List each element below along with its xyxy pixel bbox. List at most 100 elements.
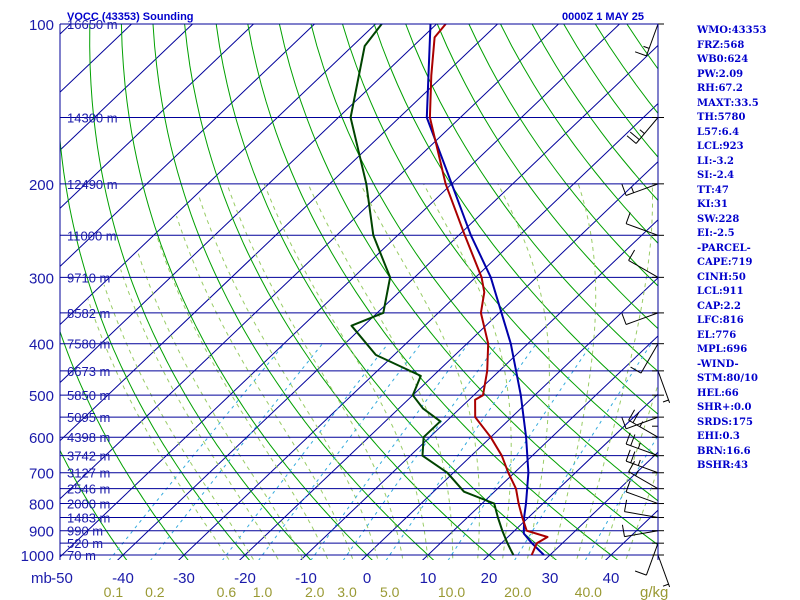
mixing-ratio-tick-label: 20.0	[504, 584, 531, 600]
pressure-tick-label: 600	[29, 430, 54, 447]
dry-adiabat-line	[60, 449, 128, 560]
temperature-tick-label: 0	[363, 570, 371, 587]
moist-adiabat-line	[176, 215, 354, 560]
height-level-label: 6673 m	[67, 364, 110, 379]
wind-barb-staff	[625, 460, 659, 474]
height-level-label: 3742 m	[67, 449, 110, 464]
pressure-tick-label: 800	[29, 497, 54, 514]
moist-adiabat-line	[576, 183, 653, 560]
isotherm-line	[60, 24, 499, 442]
wind-barb-flag	[630, 451, 636, 463]
wind-barb-staff	[628, 471, 659, 490]
index-mpl: MPL:696	[697, 344, 748, 355]
temperature-tick-label: -50	[51, 570, 73, 587]
wind-barb-flag	[632, 412, 640, 423]
index-cap: CAP:2.2	[697, 300, 741, 312]
index-l57: L57:6.4	[697, 126, 740, 138]
index-bshr: BSHR:43	[697, 460, 749, 471]
height-level-label: 70 m	[67, 548, 96, 563]
wind-barb-flag	[625, 432, 631, 445]
wind-barb-half-flag	[637, 442, 641, 449]
isotherm-line	[60, 24, 560, 500]
isotherm-line	[178, 102, 658, 560]
moist-adiabat-line	[600, 382, 658, 560]
mixing-ratio-unit-label: g/kg	[640, 584, 668, 600]
height-level-label: 2546 m	[67, 482, 110, 497]
index-el: EL:776	[697, 329, 737, 341]
wind-barb-staff	[645, 23, 659, 57]
index-cinh: CINH:50	[697, 271, 746, 283]
isotherm-line	[60, 24, 255, 210]
wind-barb-flag	[628, 409, 636, 421]
wind-barb-flag	[624, 499, 628, 512]
index-wmo: WMO:43353	[697, 25, 767, 36]
moist-adiabat-line	[120, 269, 280, 560]
moist-adiabat-line	[423, 183, 512, 560]
mixing-ratio-line	[342, 343, 498, 560]
temperature-trace	[428, 24, 549, 556]
wind-barb-staff	[624, 511, 659, 519]
height-level-label: 5095 m	[67, 410, 110, 425]
wind-barb-flag	[625, 212, 631, 224]
moist-adiabat-line	[307, 183, 454, 560]
isotherm-line	[361, 277, 658, 560]
wind-barb-half-flag	[643, 45, 650, 49]
wind-barb-flag	[621, 313, 627, 325]
isotherm-line	[483, 393, 658, 560]
wind-barb-half-flag	[639, 129, 645, 134]
wind-barb-flag	[634, 51, 647, 57]
wind-barb-staff	[625, 443, 659, 457]
isotherm-line	[117, 44, 658, 560]
profiles	[349, 24, 549, 556]
moist-adiabat-line	[263, 183, 429, 560]
wind-barb-staff	[625, 312, 659, 325]
wind-barb-staff	[635, 117, 659, 144]
temperature-tick-label: 30	[542, 570, 559, 587]
wind-barb-staff	[624, 530, 659, 538]
wind-barb-half-flag	[631, 186, 635, 193]
index-li: LI:-3.2	[697, 155, 734, 167]
isotherm-line	[239, 160, 658, 560]
mixing-ratio-line	[222, 343, 389, 560]
mixing-ratio-tick-label: 10.0	[438, 584, 465, 600]
moist-adiabat-line	[625, 468, 658, 560]
wind-barb-staff	[640, 343, 659, 374]
mixing-ratio-line	[447, 343, 593, 560]
pressure-tick-label: 300	[29, 270, 54, 287]
pressure-tick-label: 100	[29, 17, 54, 34]
temperature-tick-label: -30	[173, 570, 195, 587]
index-stm: STM:80/10	[697, 373, 758, 384]
index-pw: PW:2.09	[697, 68, 744, 80]
mixing-ratio-tick-label: 0.1	[104, 584, 124, 600]
wind-barb-flag	[630, 434, 636, 446]
wind-barb-flag	[621, 524, 625, 537]
dry-adiabat-line	[60, 330, 189, 560]
wind-barb-flag	[621, 184, 627, 196]
height-level-label: 990 m	[67, 524, 103, 539]
index-ei: EI:-2.5	[697, 228, 735, 239]
temperature-tick-label: 40	[603, 570, 620, 587]
wind-barb-staff	[628, 259, 659, 278]
pressure-tick-label: 500	[29, 388, 54, 405]
index-th: TH:5780	[697, 112, 746, 123]
temperature-tick-label: 20	[481, 570, 498, 587]
mixing-ratio-line	[385, 343, 537, 560]
height-level-label: 1483 m	[67, 511, 110, 526]
wind-barb-flag	[625, 449, 631, 462]
wind-barb-flag	[628, 249, 636, 261]
height-level-label: 8582 m	[67, 306, 110, 321]
index-lfc: LFC:816	[697, 315, 744, 326]
mixing-ratio-line	[514, 343, 652, 560]
stability-indices-panel: WMO:43353 FRZ:568 WB0:624 PW:2.09 RH:67.…	[697, 24, 800, 474]
temperature-tick-label: -10	[295, 570, 317, 587]
height-level-label: 2000 m	[67, 497, 110, 512]
mixing-ratio-tick-label: 0.6	[217, 584, 237, 600]
moist-adiabat-line	[198, 194, 379, 560]
pressure-tick-label: 200	[29, 177, 54, 194]
isotherm-line	[60, 24, 194, 151]
index-parcel-lcl: LCL:911	[697, 286, 744, 297]
wind-section-header: -WIND-	[697, 358, 739, 370]
